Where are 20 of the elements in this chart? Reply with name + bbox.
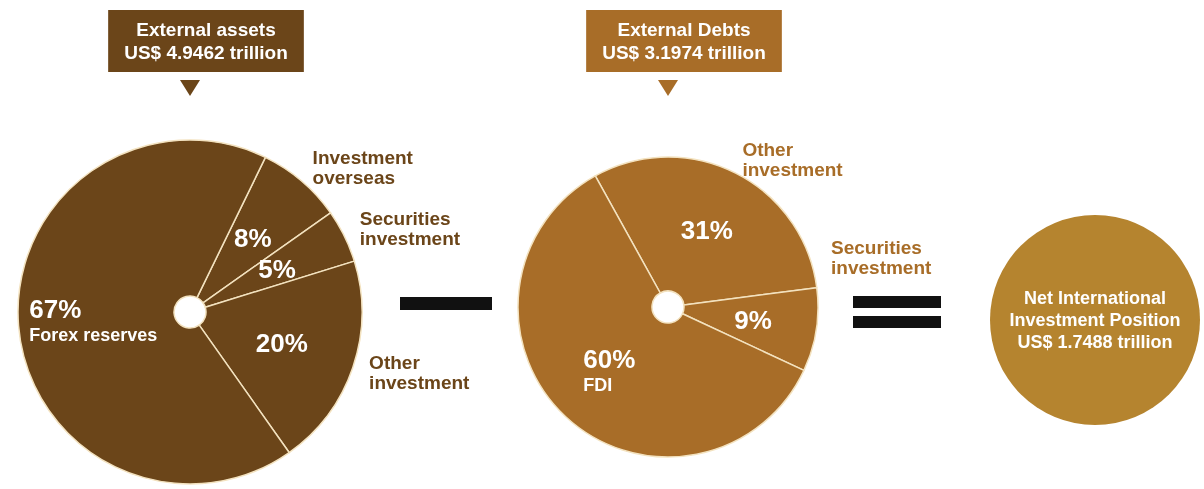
text: Net International Investment Position	[1008, 287, 1182, 331]
data-label: 20%	[255, 328, 308, 359]
slice-label: Investment overseas	[312, 147, 419, 189]
slice-label: Other investment	[369, 352, 471, 394]
chart-subtitle: US$ 4.9462 trillion	[124, 42, 288, 63]
data-label: 9%	[734, 305, 772, 336]
slice-label: Securities investment	[359, 207, 461, 249]
slice-label: Forex reserves	[29, 324, 158, 345]
data-label: 8%	[234, 223, 272, 254]
data-label: 31%	[680, 215, 733, 246]
data-label: 60%	[583, 343, 636, 374]
data-label: 5%	[258, 254, 296, 285]
data-label: 67%	[29, 293, 82, 324]
chart-title: External assets	[136, 19, 276, 40]
slice-label: Securities investment	[831, 236, 933, 278]
chart-title: External Debts	[617, 19, 751, 40]
text: US$ 1.7488 trillion	[1017, 331, 1173, 353]
slice-label: Other investment	[742, 139, 844, 181]
chart-subtitle: US$ 3.1974 trillion	[602, 42, 766, 63]
slice-label: FDI	[583, 374, 613, 395]
